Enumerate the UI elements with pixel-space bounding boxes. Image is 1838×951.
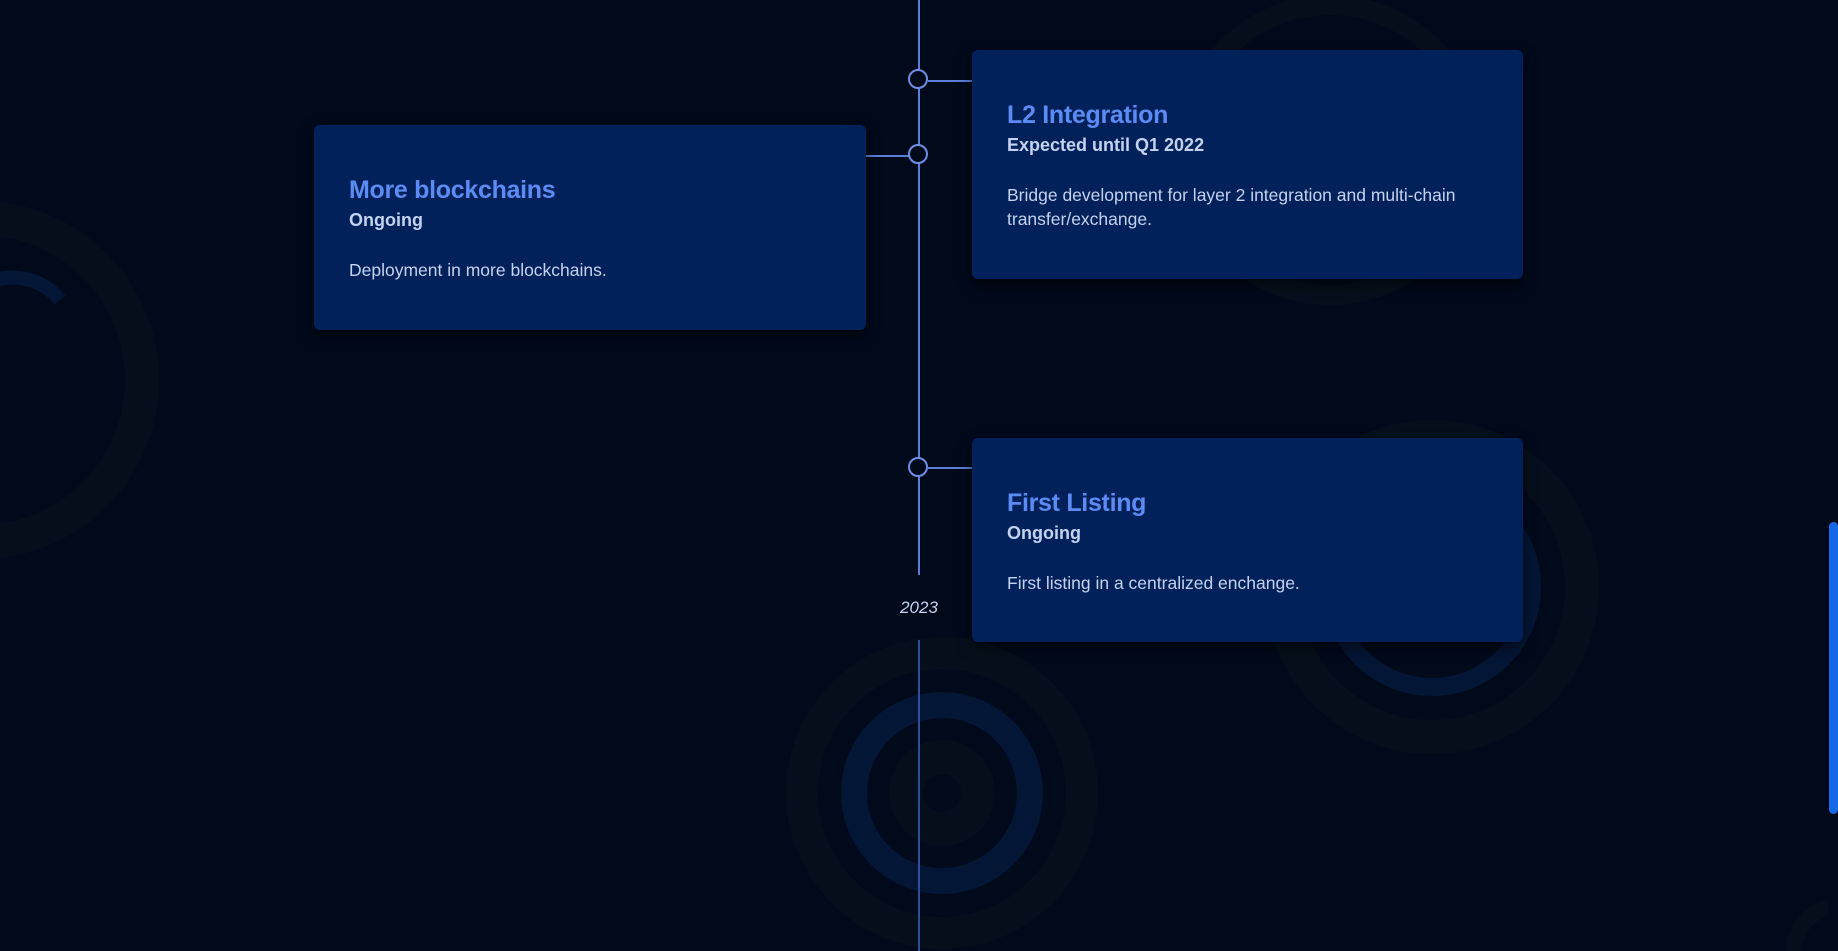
timeline-line-lower: [918, 640, 920, 951]
connector-l2-integration: [928, 80, 972, 82]
timeline-node-first-listing: [908, 457, 928, 477]
connector-first-listing: [928, 467, 972, 469]
milestone-title: More blockchains: [349, 176, 556, 204]
milestone-card-more-blockchains: More blockchains Ongoing Deployment in m…: [314, 125, 866, 330]
connector-more-blockchains: [866, 155, 918, 157]
milestone-title: First Listing: [1007, 489, 1147, 517]
milestone-description: Bridge development for layer 2 integrati…: [1007, 185, 1456, 229]
timeline-line: [918, 0, 920, 575]
bg-arc-left: [0, 270, 66, 305]
bg-ring-left: [0, 202, 159, 558]
milestone-description: First listing in a centralized enchange.: [1007, 573, 1300, 593]
milestone-card-first-listing: First Listing Ongoing First listing in a…: [972, 438, 1523, 642]
milestone-status: Ongoing: [1007, 523, 1081, 543]
milestone-title: L2 Integration: [1007, 101, 1169, 129]
milestone-card-l2-integration: L2 Integration Expected until Q1 2022 Br…: [972, 50, 1523, 279]
bg-ring-bottom-mid: [841, 692, 1043, 894]
timeline-year-label: 2023: [900, 598, 938, 617]
timeline-node-l2-integration: [908, 69, 928, 89]
timeline-node-more-blockchains: [908, 144, 928, 164]
scrollbar-track[interactable]: [1828, 0, 1838, 951]
milestone-status: Ongoing: [349, 210, 423, 230]
milestone-status: Expected until Q1 2022: [1007, 135, 1205, 155]
milestone-description: Deployment in more blockchains.: [349, 260, 607, 280]
bg-ring-bottom-outer: [786, 637, 1098, 949]
scrollbar-thumb[interactable]: [1829, 522, 1838, 814]
bg-ring-bottom-inner: [889, 740, 995, 846]
